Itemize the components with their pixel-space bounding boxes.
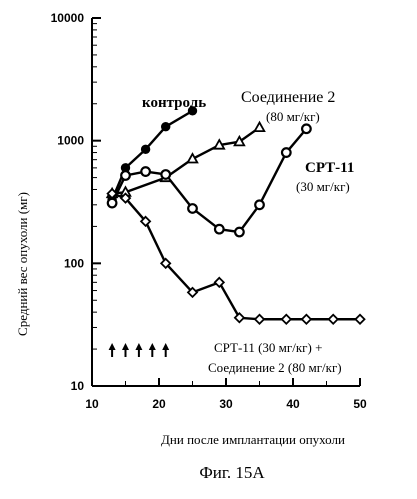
series-label-cpt11: СРТ-11 <box>305 160 354 176</box>
point-combo <box>329 315 338 324</box>
point-control <box>141 145 149 153</box>
dosing-arrow-head <box>149 343 156 350</box>
dosing-arrow-head <box>122 343 129 350</box>
point-cpt11 <box>188 204 197 213</box>
series-markers <box>107 107 364 324</box>
point-control <box>162 122 170 130</box>
x-tick-label: 20 <box>152 397 166 411</box>
point-compound2 <box>215 140 225 149</box>
point-combo <box>255 315 264 324</box>
point-cpt11 <box>255 201 264 210</box>
point-compound2 <box>255 123 265 132</box>
point-cpt11 <box>302 124 311 133</box>
y-tick-label: 100 <box>64 256 84 270</box>
point-cpt11 <box>215 225 224 234</box>
figure-caption: Фиг. 15А <box>199 463 265 482</box>
dosing-arrow-head <box>135 343 142 350</box>
point-cpt11 <box>161 170 170 179</box>
y-axis-title: Средний вес опухоли (мг) <box>15 192 30 336</box>
point-cpt11 <box>282 148 291 157</box>
axes <box>92 18 360 386</box>
y-tick-label: 10000 <box>51 11 85 25</box>
series-label-compound2-dose: (80 мг/кг) <box>266 109 320 124</box>
point-cpt11 <box>108 199 117 208</box>
point-combo <box>356 315 365 324</box>
series-label-combo-line2: Соединение 2 (80 мг/кг) <box>208 360 342 375</box>
dosing-arrows <box>109 343 170 357</box>
point-cpt11 <box>235 228 244 237</box>
series-line-combo <box>112 194 360 320</box>
point-combo <box>282 315 291 324</box>
dosing-arrow-head <box>162 343 169 350</box>
point-compound2 <box>188 154 198 163</box>
series-label-combo: СРТ-11 (30 мг/кг) + <box>214 340 322 355</box>
x-axis-title: Дни после имплантации опухоли <box>161 432 345 447</box>
series-line-control <box>112 111 192 200</box>
x-tick-label: 40 <box>286 397 300 411</box>
series-label-cpt11-dose: (30 мг/кг) <box>296 179 350 194</box>
series-label-compound2: Соединение 2 <box>241 89 335 106</box>
point-cpt11 <box>141 167 150 176</box>
y-tick-label: 10 <box>71 379 85 393</box>
x-tick-label: 10 <box>85 397 99 411</box>
point-cpt11 <box>121 171 130 180</box>
x-tick-label: 30 <box>219 397 233 411</box>
x-tick-label: 50 <box>353 397 367 411</box>
series-label-control: контроль <box>142 95 206 111</box>
y-tick-label: 1000 <box>57 134 84 148</box>
dosing-arrow-head <box>109 343 116 350</box>
point-combo <box>302 315 311 324</box>
